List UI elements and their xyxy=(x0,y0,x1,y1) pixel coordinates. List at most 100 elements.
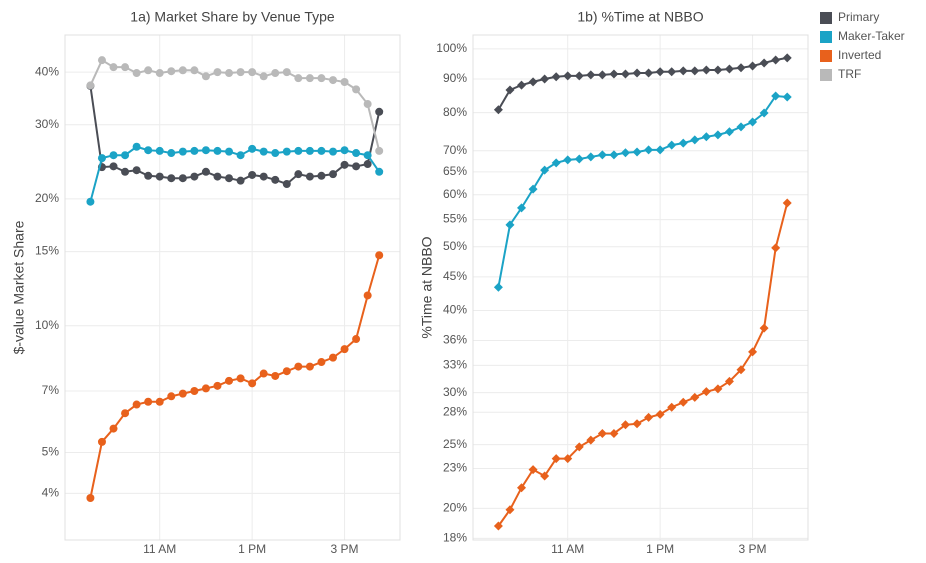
marker xyxy=(259,172,268,181)
marker xyxy=(632,147,642,157)
marker xyxy=(493,521,503,531)
marker xyxy=(375,146,384,155)
marker xyxy=(201,146,210,155)
marker xyxy=(678,397,688,407)
marker xyxy=(282,147,291,156)
marker xyxy=(713,65,723,75)
marker xyxy=(655,145,665,155)
marker xyxy=(736,63,746,73)
marker xyxy=(225,376,234,385)
marker xyxy=(201,167,210,176)
marker xyxy=(551,72,561,82)
marker xyxy=(236,68,245,77)
marker xyxy=(236,374,245,383)
marker xyxy=(305,74,314,83)
marker xyxy=(109,162,118,171)
legend-label: TRF xyxy=(838,67,861,81)
marker xyxy=(493,282,503,292)
marker xyxy=(375,107,384,116)
marker xyxy=(144,397,153,406)
marker xyxy=(736,122,746,132)
x-tick-label: 11 AM xyxy=(143,542,176,556)
marker xyxy=(551,158,561,168)
marker xyxy=(248,170,257,179)
marker xyxy=(121,63,130,72)
legend-swatch xyxy=(820,12,832,24)
marker xyxy=(190,66,199,75)
marker xyxy=(248,379,257,388)
marker xyxy=(329,76,337,85)
marker xyxy=(86,494,95,503)
marker xyxy=(528,77,538,87)
marker xyxy=(167,174,176,183)
marker xyxy=(724,127,734,137)
marker xyxy=(586,70,596,80)
marker xyxy=(690,392,700,402)
marker xyxy=(121,409,130,418)
marker xyxy=(225,174,234,183)
marker xyxy=(701,387,711,397)
marker xyxy=(540,471,550,481)
marker xyxy=(340,345,349,354)
marker xyxy=(736,365,746,375)
marker xyxy=(574,154,584,164)
marker xyxy=(632,68,642,78)
marker xyxy=(759,323,769,333)
marker xyxy=(282,180,291,189)
marker xyxy=(271,69,280,78)
y-tick-label: 10% xyxy=(35,318,59,332)
y-tick-label: 20% xyxy=(35,191,59,205)
marker xyxy=(667,402,677,412)
y-tick-label: 28% xyxy=(443,404,467,418)
marker xyxy=(771,91,781,101)
marker xyxy=(97,437,106,446)
y-tick-label: 33% xyxy=(443,358,467,372)
marker xyxy=(644,145,654,155)
marker xyxy=(528,184,538,194)
marker xyxy=(305,172,314,181)
marker xyxy=(155,69,164,78)
marker xyxy=(363,100,372,109)
marker xyxy=(644,68,654,78)
marker xyxy=(644,412,654,422)
marker xyxy=(213,146,222,155)
marker xyxy=(363,291,372,300)
marker xyxy=(86,81,95,90)
y-tick-label: 50% xyxy=(443,239,467,253)
x-tick-label: 3 PM xyxy=(331,542,359,556)
marker xyxy=(620,420,630,430)
marker xyxy=(748,61,758,71)
series-line xyxy=(497,94,788,288)
marker xyxy=(609,150,619,160)
y-tick-label: 40% xyxy=(35,64,59,78)
y-axis-label: $-value Market Share xyxy=(11,220,27,354)
marker xyxy=(759,108,769,118)
plot-frame xyxy=(64,34,401,541)
legend-label: Inverted xyxy=(838,48,881,62)
marker xyxy=(294,146,303,155)
series-line xyxy=(89,254,381,499)
y-tick-label: 100% xyxy=(436,41,467,55)
y-tick-label: 80% xyxy=(443,105,467,119)
marker xyxy=(282,68,291,77)
marker xyxy=(317,358,326,367)
marker xyxy=(178,174,187,183)
marker xyxy=(609,428,619,438)
marker xyxy=(132,69,141,78)
marker xyxy=(225,147,234,156)
marker xyxy=(132,166,141,175)
y-tick-label: 36% xyxy=(443,333,467,347)
y-tick-label: 30% xyxy=(35,117,59,131)
marker xyxy=(213,172,222,181)
marker xyxy=(724,376,734,386)
y-tick-label: 25% xyxy=(443,437,467,451)
marker xyxy=(109,63,118,72)
marker xyxy=(271,371,280,380)
marker xyxy=(144,66,153,75)
marker xyxy=(305,362,314,371)
marker xyxy=(317,146,326,155)
marker xyxy=(201,384,210,393)
x-tick-label: 1 PM xyxy=(646,542,674,556)
marker xyxy=(574,442,584,452)
